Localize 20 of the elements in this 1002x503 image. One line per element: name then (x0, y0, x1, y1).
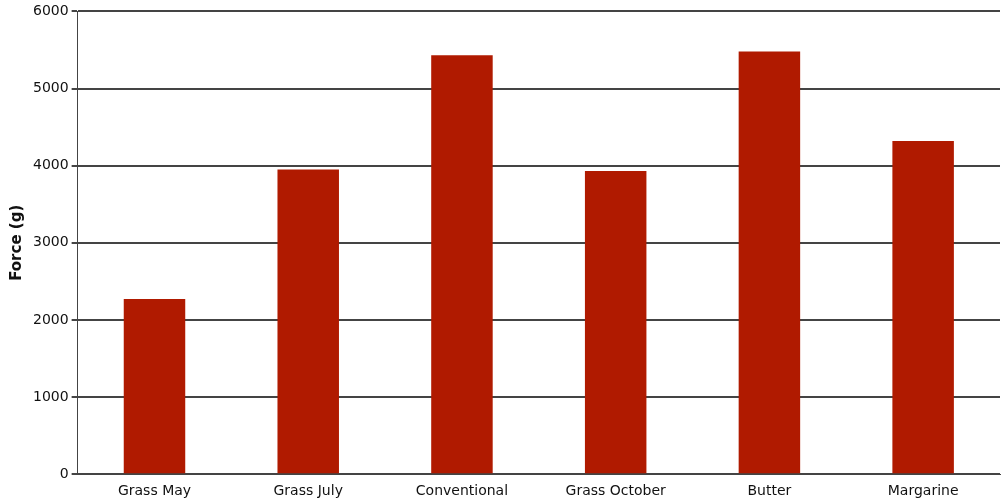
y-tick-label: 3000 (32, 233, 69, 250)
y-tick-label: 5000 (32, 79, 69, 96)
bar (584, 171, 647, 474)
y-axis-title: Force (g) (6, 204, 25, 281)
bar (892, 140, 954, 474)
x-tick-label: Grass October (565, 482, 667, 499)
y-tick-label: 4000 (32, 156, 69, 173)
x-tick-label: Grass May (117, 482, 192, 499)
y-tick-label: 0 (59, 464, 69, 481)
bar (277, 169, 339, 474)
y-tick-label: 1000 (32, 387, 69, 404)
y-tick-label: 2000 (32, 310, 69, 327)
bar (123, 299, 186, 474)
x-tick-label: Butter (747, 482, 792, 499)
bar (738, 51, 801, 474)
y-tick-label: 6000 (32, 2, 69, 19)
x-tick-label: Grass July (273, 482, 343, 499)
x-tick-label: Conventional (415, 482, 509, 499)
x-tick-label: Margarine (887, 482, 959, 499)
bar (431, 55, 493, 474)
